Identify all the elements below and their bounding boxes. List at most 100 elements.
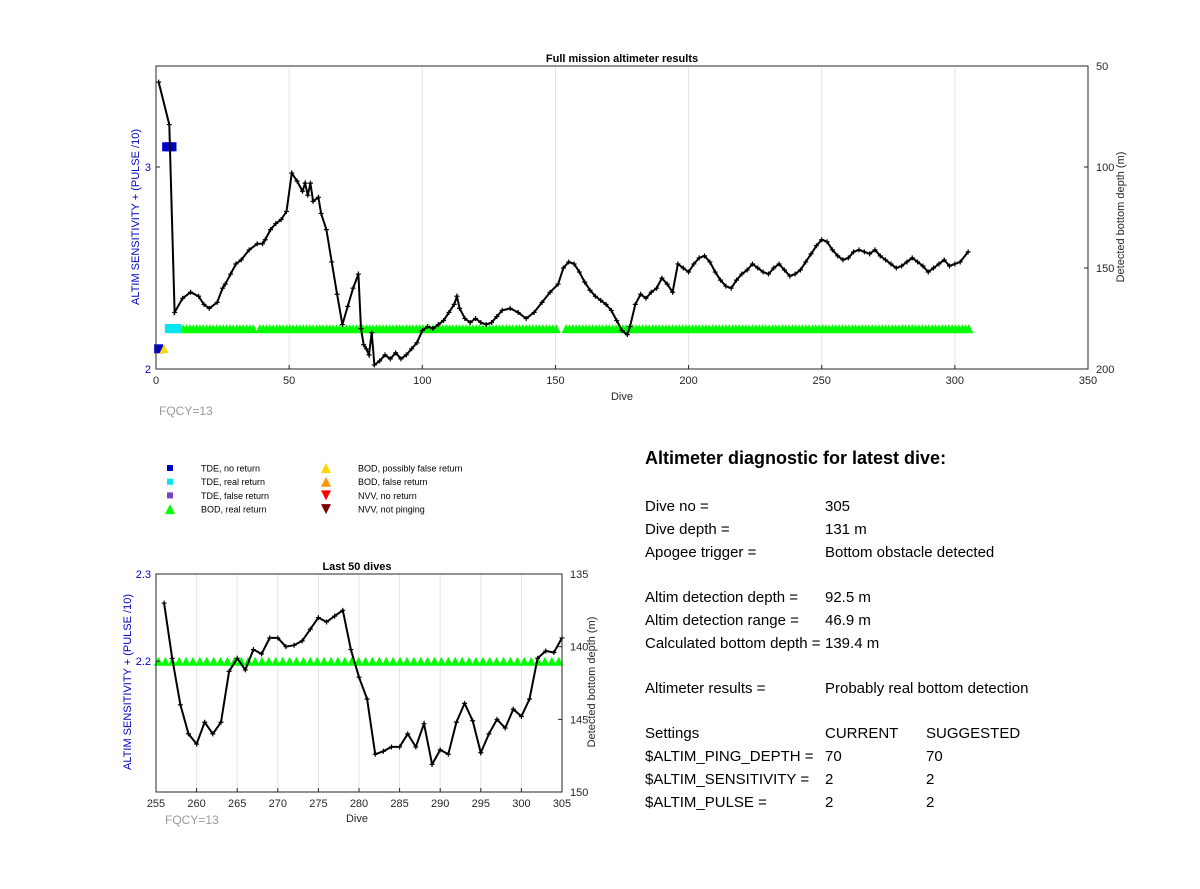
altim-range-value: 46.9 m — [825, 612, 871, 629]
bottom-depth-point — [206, 305, 212, 311]
bottom-depth-point — [393, 350, 399, 356]
bottom-depth-point — [952, 261, 958, 267]
bod-real-return-marker — [298, 656, 308, 666]
legend-label: BOD, real return — [201, 505, 267, 515]
bottom-depth-point — [576, 269, 582, 275]
bod-real-return-marker — [257, 656, 267, 666]
diagnostic-panel: Altimeter diagnostic for latest dive: Di… — [645, 448, 1165, 814]
bottom-depth-point — [507, 305, 513, 311]
bottom-depth-point — [289, 170, 295, 176]
bod-real-return-marker — [409, 656, 419, 666]
results-label: Altimeter results = — [645, 680, 766, 697]
chart-gridlines — [196, 574, 522, 792]
bottom-depth-point — [421, 721, 427, 727]
bod-real-return-marker — [222, 656, 232, 666]
bottom-depth-point — [339, 322, 345, 328]
bottom-depth-point — [734, 277, 740, 283]
bottom-depth-point — [324, 619, 330, 625]
bod-real-return-marker — [305, 656, 315, 666]
bottom-depth-point — [893, 265, 899, 271]
y-left-tick-label: 2.2 — [136, 656, 151, 668]
bod-real-return-marker — [512, 656, 522, 666]
bottom-depth-point — [551, 649, 557, 655]
bottom-depth-point — [262, 237, 268, 243]
bod-real-return-marker — [188, 656, 198, 666]
y-right-tick-label: 100 — [1096, 162, 1114, 174]
setting-suggested: 2 — [926, 771, 935, 788]
x-tick-label: 350 — [1079, 375, 1097, 387]
bottom-depth-point — [419, 328, 425, 334]
bottom-depth-point — [453, 719, 459, 725]
bottom-depth-point — [377, 358, 383, 364]
bottom-depth-point — [765, 271, 771, 277]
x-tick-label: 295 — [472, 798, 490, 810]
bottom-depth-point — [691, 261, 697, 267]
bottom-depth-point — [462, 316, 468, 321]
bod-real-return-marker — [554, 656, 564, 666]
legend-label: TDE, false return — [201, 491, 269, 501]
bottom-depth-point — [254, 241, 260, 247]
bottom-depth-point — [686, 269, 692, 275]
bod-real-return-marker — [395, 656, 405, 666]
bottom-depth-point — [947, 263, 953, 269]
bottom-depth-point — [797, 267, 803, 273]
bottom-depth-point — [318, 210, 324, 216]
bottom-depth-point — [210, 731, 216, 737]
setting-name: $ALTIM_SENSITIVITY = — [645, 771, 810, 788]
bod-real-return-marker — [248, 324, 258, 334]
bottom-depth-point — [250, 647, 256, 653]
bottom-depth-point — [268, 227, 274, 233]
settings-row: $ALTIM_PING_DEPTH = 70 70 — [645, 745, 1165, 768]
bottom-depth-point — [835, 253, 841, 259]
dive-depth-value: 131 m — [825, 521, 867, 538]
bod-real-return-marker — [492, 656, 502, 666]
bottom-depth-point — [531, 309, 537, 315]
y-axis-right-label: Detected bottom depth (m) — [1115, 152, 1127, 283]
bottom-depth-point — [441, 318, 447, 324]
bottom-depth-point — [202, 719, 208, 725]
setting-current: 2 — [825, 771, 834, 788]
bottom-depth-point — [856, 247, 862, 253]
x-tick-label: 300 — [512, 798, 530, 810]
x-tick-label: 305 — [553, 798, 571, 810]
bottom-depth-point — [437, 747, 443, 753]
bottom-depth-point — [329, 259, 335, 265]
bottom-depth-point — [291, 642, 297, 648]
bottom-depth-point — [543, 648, 549, 654]
bottom-depth-point — [348, 647, 354, 653]
bottom-depth-point — [473, 316, 479, 321]
bottom-depth-point — [867, 251, 873, 257]
legend-marker — [321, 476, 331, 487]
legend-marker — [165, 504, 175, 515]
bod-real-return-marker — [551, 324, 561, 334]
bottom-depth-point — [787, 273, 793, 279]
bottom-depth-point — [845, 255, 851, 261]
results-row: Altimeter results = Probably real bottom… — [645, 677, 1165, 700]
bottom-depth-point — [696, 255, 702, 261]
bottom-depth-point — [566, 259, 572, 265]
bottom-depth-point — [364, 696, 370, 702]
last-50-dives-chart: 255 260 265 270 275 280 285 290 295 300 305 2.2 2.3 1… — [122, 561, 598, 827]
x-tick-label: 200 — [679, 375, 697, 387]
bottom-depth-point — [283, 208, 289, 214]
bottom-depth-point — [755, 265, 761, 271]
dive-depth-label: Dive depth = — [645, 521, 730, 538]
bottom-depth-point — [957, 259, 963, 265]
bod-real-return-marker — [457, 656, 467, 666]
bottom-depth-point — [273, 221, 279, 227]
chart-gridlines — [288, 66, 956, 369]
bottom-depth-point — [345, 303, 351, 309]
bod-real-return-marker — [964, 324, 974, 334]
bod-real-return-marker — [423, 656, 433, 666]
bottom-depth-point — [397, 744, 403, 750]
bottom-depth-point — [824, 239, 830, 245]
bottom-depth-point — [470, 718, 476, 724]
bod-real-return-marker — [354, 656, 364, 666]
legend-label: TDE, real return — [201, 477, 265, 487]
altim-depth-row: Altim detection depth = 92.5 m — [645, 586, 1165, 609]
bottom-depth-value: 139.4 m — [825, 635, 880, 652]
status-marker — [154, 344, 164, 354]
status-marker — [172, 324, 182, 334]
bottom-depth-point — [214, 299, 220, 305]
